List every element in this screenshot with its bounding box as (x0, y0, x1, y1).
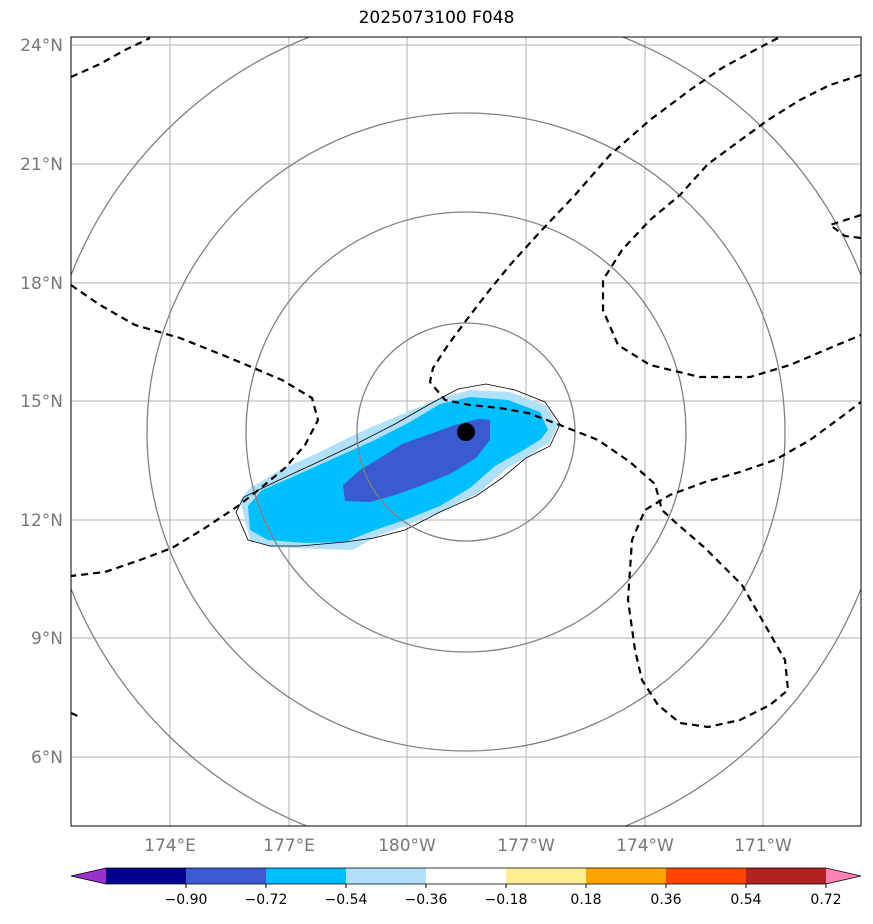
colorbar-tick-label: −0.54 (325, 892, 368, 908)
colorbar-tick-label: 0.36 (650, 892, 681, 908)
colorbar-tick-label: −0.72 (245, 892, 288, 908)
dashed-contours (71, 37, 861, 729)
colorbar-segment (186, 868, 267, 884)
lat-label: 12°N (20, 511, 63, 531)
contour-a (71, 37, 151, 79)
map-area (71, 37, 861, 826)
lat-label: 24°N (20, 36, 63, 56)
colorbar-segment (106, 868, 187, 884)
map-frame (70, 36, 862, 827)
colorbar: −0.90 −0.72 −0.54 −0.36 −0.18 0.18 0.36 0.54 0.7… (70, 867, 862, 908)
lon-label: 171°W (734, 836, 792, 856)
lon-label: 177°E (263, 836, 315, 856)
map-title: 2025073100 F048 (358, 8, 515, 28)
colorbar-outline (70, 867, 862, 885)
lon-labels: 174°E 177°E 180°W 177°W 174°W 171°W (144, 836, 792, 856)
lat-label: 9°N (31, 629, 63, 649)
field-outline (235, 383, 561, 547)
contour-f (71, 711, 83, 720)
range-rings (71, 37, 861, 826)
colorbar-tick-label: 0.18 (570, 892, 601, 908)
storm-center-marker (457, 423, 475, 441)
contour-c (601, 73, 861, 379)
lat-label: 6°N (31, 748, 63, 768)
lat-label: 21°N (20, 155, 63, 175)
colorbar-tick-label: −0.36 (405, 892, 448, 908)
contour-d (71, 284, 320, 578)
lon-label: 174°W (616, 836, 674, 856)
colorbar-tick-label: −0.90 (165, 892, 208, 908)
lat-label: 15°N (20, 392, 63, 412)
lon-label: 180°W (378, 836, 436, 856)
colorbar-segment (746, 868, 827, 884)
colorbar-extend-high (826, 868, 861, 884)
contour-e (827, 213, 861, 240)
colorbar-segment (426, 868, 507, 884)
colorbar-extend-low (71, 868, 106, 884)
lat-labels: 24°N 21°N 18°N 15°N 12°N 9°N 6°N (20, 36, 63, 768)
colorbar-tick-label: −0.18 (485, 892, 528, 908)
colorbar-tick-label: 0.72 (810, 892, 841, 908)
colorbar-segment (266, 868, 347, 884)
lon-label: 174°E (144, 836, 196, 856)
colorbar-segment (346, 868, 427, 884)
lat-label: 18°N (20, 274, 63, 294)
lon-label: 177°W (497, 836, 555, 856)
colorbar-segment (666, 868, 747, 884)
colorbar-segment (586, 868, 667, 884)
colorbar-tick-label: 0.54 (730, 892, 761, 908)
colorbar-segment (506, 868, 587, 884)
shading-dark (343, 419, 490, 502)
